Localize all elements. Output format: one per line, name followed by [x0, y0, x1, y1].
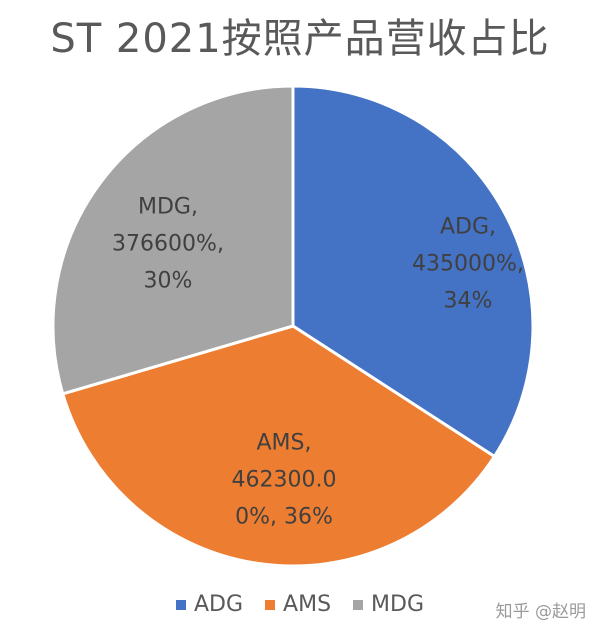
chart-title: ST 2021按照产品营收占比: [50, 16, 550, 62]
legend-swatch-adg: [175, 599, 186, 610]
slice-label-adg-line-2: 435000%,: [412, 251, 524, 277]
slice-label-ams-line-3: 0%, 36%: [235, 504, 333, 530]
pie-slice-mdg[interactable]: [51, 84, 295, 396]
legend-swatch-ams: [265, 599, 276, 610]
legend-label-ams: AMS: [283, 592, 332, 617]
slice-label-ams-line-2: 462300.0: [231, 467, 337, 493]
slice-label-adg-line-1: ADG,: [439, 214, 497, 240]
slice-label-adg: ADG, 435000%, 34%: [412, 209, 524, 320]
watermark: 知乎 @赵明: [495, 602, 586, 622]
slice-label-mdg-line-3: 30%: [143, 268, 193, 294]
slice-label-ams: AMS, 462300.0 0%, 36%: [232, 425, 337, 536]
slice-label-adg-line-3: 34%: [443, 288, 493, 314]
legend-item-adg[interactable]: ADG: [175, 592, 244, 617]
slice-label-mdg-line-2: 376600%,: [112, 231, 224, 257]
legend-label-mdg: MDG: [371, 592, 425, 617]
pie-slice-ams[interactable]: [60, 324, 497, 568]
legend-label-adg: ADG: [193, 592, 244, 617]
chart-legend: ADG AMS MDG: [0, 592, 600, 617]
slice-label-mdg-line-1: MDG,: [138, 194, 198, 220]
slice-label-mdg: MDG, 376600%, 30%: [112, 189, 224, 300]
legend-swatch-mdg: [353, 599, 364, 610]
legend-item-ams[interactable]: AMS: [265, 592, 331, 617]
slice-label-ams-line-1: AMS,: [256, 430, 312, 456]
legend-item-mdg[interactable]: MDG: [353, 592, 424, 617]
